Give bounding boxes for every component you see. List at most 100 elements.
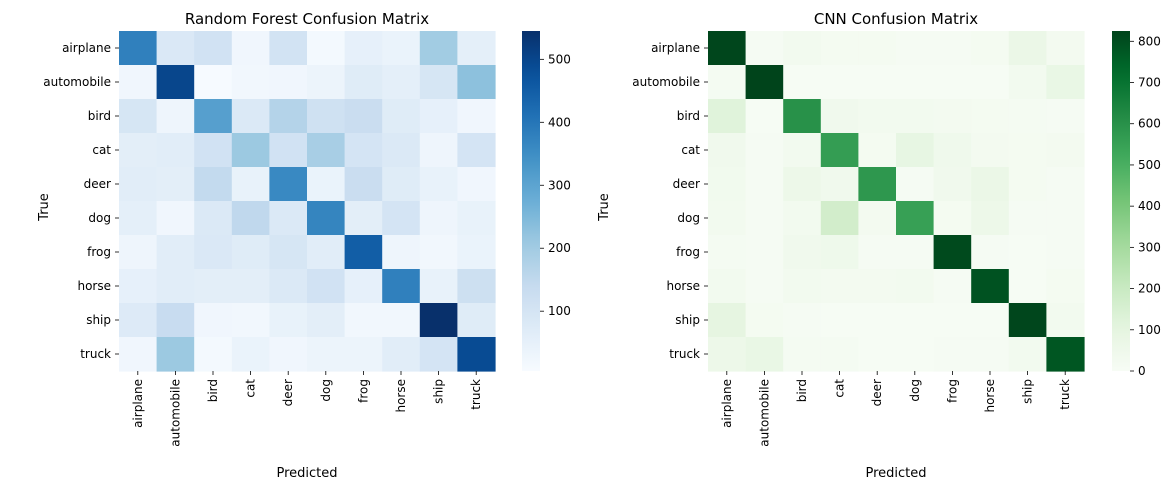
x-tick-label: dog — [319, 379, 333, 402]
y-tick-label: cat — [92, 143, 111, 157]
heatmap-cell — [858, 167, 897, 202]
heatmap-cell — [858, 99, 897, 134]
heatmap-cell — [344, 201, 383, 236]
heatmap-cell — [1046, 167, 1085, 202]
heatmap-cell — [745, 167, 784, 202]
heatmap-cell — [269, 201, 308, 236]
heatmap-cell — [783, 133, 822, 168]
heatmap-cell — [858, 65, 897, 100]
heatmap-cell — [382, 167, 421, 202]
heatmap-cell — [269, 167, 308, 202]
heatmap-cell — [307, 167, 346, 202]
heatmap-cell — [933, 167, 972, 202]
heatmap-cell — [344, 65, 383, 100]
colorbar-tick-label: 200 — [548, 241, 571, 255]
y-tick-label: bird — [88, 109, 111, 123]
colorbar-tick-label: 800 — [1138, 34, 1161, 48]
heatmap-cell — [382, 31, 421, 66]
x-tick-labels: airplane automobile bird cat deer dog frog hors… — [131, 371, 483, 447]
y-tick-label: horse — [77, 279, 111, 293]
heatmap-cell — [457, 167, 496, 202]
heatmap-cell — [194, 133, 233, 168]
y-tick-label: horse — [666, 279, 700, 293]
heatmap-cell — [820, 31, 859, 66]
x-tick-label: automobile — [168, 379, 182, 447]
y-axis-label: True — [37, 193, 52, 222]
heatmap-cell — [156, 31, 195, 66]
colorbar — [522, 31, 540, 371]
heatmap-cell — [745, 31, 784, 66]
heatmap-cell — [971, 201, 1010, 236]
heatmap-cell — [1008, 269, 1047, 304]
heatmap-cell — [344, 167, 383, 202]
heatmap-cell — [783, 337, 822, 372]
heatmap-cell — [119, 133, 158, 168]
heatmap-cell — [971, 133, 1010, 168]
heatmap-cell — [194, 99, 233, 134]
colorbar-tick-label: 0 — [1138, 364, 1146, 378]
heatmap-cell — [156, 235, 195, 270]
heatmap-cell — [419, 235, 458, 270]
heatmap-cell — [820, 167, 859, 202]
x-tick-labels: airplane automobile bird cat deer dog frog hors… — [720, 371, 1072, 447]
heatmap-cell — [457, 201, 496, 236]
heatmap-cell — [820, 235, 859, 270]
heatmap-cell — [156, 201, 195, 236]
heatmap-cell — [231, 133, 270, 168]
heatmap-cell — [971, 167, 1010, 202]
heatmap-cell — [382, 99, 421, 134]
y-tick-label: deer — [673, 177, 700, 191]
heatmap-cell — [419, 269, 458, 304]
heatmap-cell — [896, 99, 935, 134]
heatmap-cell — [745, 235, 784, 270]
heatmap-cell — [858, 201, 897, 236]
heatmap-cell — [194, 31, 233, 66]
heatmap-cell — [745, 269, 784, 304]
y-tick-label: airplane — [62, 41, 111, 55]
heatmap-cell — [419, 31, 458, 66]
heatmap-cell — [896, 269, 935, 304]
heatmap-cell — [708, 269, 747, 304]
heatmap-cell — [971, 269, 1010, 304]
heatmap-cell — [783, 65, 822, 100]
heatmap-cell — [1046, 133, 1085, 168]
heatmap-cell — [745, 133, 784, 168]
heatmap-cell — [156, 65, 195, 100]
heatmap-cell — [820, 303, 859, 338]
heatmap-cell — [419, 303, 458, 338]
y-tick-label: automobile — [43, 75, 111, 89]
heatmap-cell — [783, 201, 822, 236]
heatmap-cell — [1046, 337, 1085, 372]
heatmap-cell — [231, 31, 270, 66]
x-tick-label: bird — [206, 379, 220, 402]
x-tick-label: deer — [870, 379, 884, 406]
heatmap-cell — [457, 99, 496, 134]
heatmap-cell — [971, 337, 1010, 372]
heatmap-cell — [269, 31, 308, 66]
heatmap-cell — [457, 235, 496, 270]
heatmap-cell — [1046, 303, 1085, 338]
heatmap-cell — [1008, 337, 1047, 372]
heatmap-cell — [820, 269, 859, 304]
heatmap-cell — [269, 269, 308, 304]
heatmap-cell — [419, 99, 458, 134]
colorbar-tick-label: 100 — [1138, 323, 1161, 337]
heatmap-cell — [307, 99, 346, 134]
heatmap-cell — [820, 65, 859, 100]
heatmap-cell — [344, 269, 383, 304]
heatmap-cell — [1008, 65, 1047, 100]
y-tick-label: truck — [80, 347, 111, 361]
heatmap-cell — [457, 337, 496, 372]
heatmap-cell — [745, 337, 784, 372]
heatmap-cell — [933, 201, 972, 236]
y-tick-label: bird — [677, 109, 700, 123]
heatmap-cell — [194, 65, 233, 100]
y-tick-labels: airplane automobile bird cat deer dog frog hors… — [632, 41, 708, 361]
y-tick-label: deer — [84, 177, 111, 191]
colorbar-tick-label: 200 — [1138, 282, 1161, 296]
heatmap-cell — [933, 99, 972, 134]
heatmap-cell — [1008, 201, 1047, 236]
y-tick-label: ship — [675, 313, 700, 327]
heatmap-cell — [783, 235, 822, 270]
heatmap-cell — [382, 133, 421, 168]
